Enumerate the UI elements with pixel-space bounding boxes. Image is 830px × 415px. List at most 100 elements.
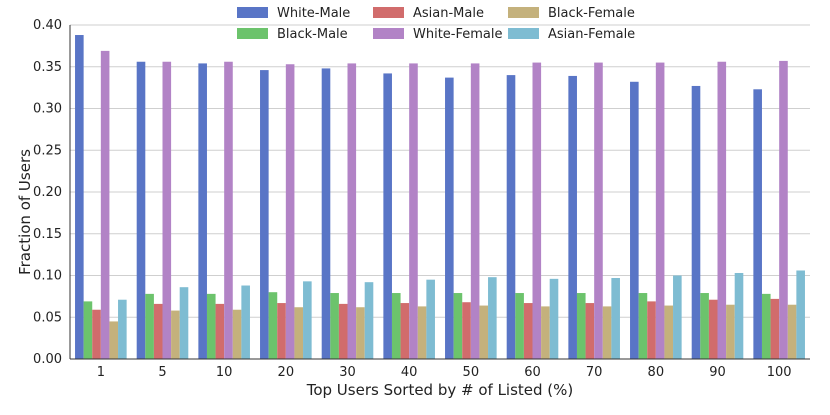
legend: White-Male Black-Male Asian-Male White-Fema… [237, 6, 635, 42]
y-tick-label: 0.40 [33, 18, 62, 33]
bar-white-female-30 [347, 63, 357, 359]
axes [69, 25, 810, 360]
bar-white-female-50 [470, 63, 480, 359]
x-tick-label: 60 [524, 365, 541, 380]
bar-white-male-50 [445, 77, 454, 359]
legend-swatch [237, 28, 268, 39]
bar-black-male-10 [206, 293, 216, 359]
y-tick-label: 0.25 [33, 143, 62, 158]
bar-asian-female-30 [364, 282, 374, 359]
bar-black-female-100 [787, 304, 797, 359]
x-tick-label: 1 [97, 365, 105, 380]
legend-swatch [237, 7, 268, 18]
legend-label: Asian-Male [413, 6, 484, 21]
bar-white-female-90 [717, 61, 727, 360]
bar-asian-female-70 [611, 278, 620, 359]
bar-black-female-80 [664, 305, 674, 359]
legend-swatch [373, 28, 404, 39]
bar-black-female-50 [479, 305, 489, 359]
bar-asian-male-40 [400, 303, 410, 359]
bar-black-female-1 [109, 321, 119, 359]
bar-black-male-40 [391, 293, 401, 359]
y-tick-label: 0.20 [33, 185, 62, 200]
legend-label: Black-Male [277, 27, 348, 42]
legend-label: Black-Female [548, 6, 635, 21]
bar-asian-male-70 [585, 303, 595, 359]
bar-black-male-70 [576, 293, 586, 359]
bar-asian-male-10 [215, 303, 225, 359]
bar-black-female-5 [171, 310, 180, 359]
legend-label: Asian-Female [548, 27, 635, 42]
y-tick-label: 0.30 [33, 102, 62, 117]
bar-asian-female-5 [179, 287, 189, 359]
bar-white-female-20 [285, 64, 295, 360]
bar-asian-male-50 [462, 302, 471, 359]
x-axis-label: Top Users Sorted by # of Listed (%) [306, 381, 574, 399]
bar-white-male-90 [691, 85, 701, 359]
bar-black-male-1 [83, 301, 93, 359]
x-tick-label: 10 [216, 365, 233, 380]
bar-white-female-10 [224, 61, 233, 360]
x-tick-label: 80 [648, 365, 665, 380]
bar-asian-male-1 [92, 309, 101, 359]
bar-black-male-30 [330, 293, 339, 359]
bar-black-male-60 [515, 293, 524, 359]
bar-black-male-100 [761, 293, 771, 359]
x-tick-label: 100 [767, 365, 792, 380]
y-tick-label: 0.05 [33, 310, 62, 325]
bars [75, 35, 805, 360]
bar-asian-male-60 [523, 303, 533, 359]
bar-white-male-5 [136, 61, 146, 360]
legend-label: White-Male [277, 6, 350, 21]
bar-asian-female-10 [241, 285, 250, 359]
bar-black-female-30 [356, 307, 365, 359]
bar-asian-female-20 [303, 281, 312, 359]
bar-asian-female-90 [734, 272, 744, 359]
x-tick-label: 90 [709, 365, 726, 380]
x-tick-label: 30 [339, 365, 356, 380]
x-tick-label: 20 [278, 365, 295, 380]
bar-black-male-80 [638, 293, 648, 359]
bar-white-male-30 [321, 68, 331, 360]
bar-asian-male-30 [338, 303, 348, 359]
legend-swatch [373, 7, 404, 18]
bar-white-female-80 [655, 62, 665, 359]
x-tick-labels: 1 5 10 20 30 40 50 60 70 80 90 100 [97, 365, 792, 380]
bar-white-male-80 [630, 81, 639, 359]
bar-black-male-90 [700, 293, 709, 359]
x-tick-label: 40 [401, 365, 418, 380]
x-tick-label: 70 [586, 365, 603, 380]
bar-black-male-50 [453, 293, 463, 359]
bar-asian-male-100 [770, 298, 780, 359]
y-tick-labels: 0.00 0.05 0.10 0.15 0.20 0.25 0.30 0.35 0.40 [33, 18, 62, 367]
bar-black-female-70 [602, 306, 612, 359]
y-tick-label: 0.35 [33, 60, 62, 75]
legend-swatch [508, 7, 539, 18]
x-tick-label: 5 [158, 365, 166, 380]
bar-asian-female-100 [796, 270, 805, 359]
bar-black-male-20 [268, 292, 278, 359]
bar-asian-male-20 [277, 303, 286, 359]
y-tick-label: 0.15 [33, 227, 62, 242]
bar-white-male-10 [198, 63, 207, 359]
bar-asian-female-50 [488, 277, 497, 359]
bar-black-male-5 [145, 293, 154, 359]
bar-black-female-90 [726, 304, 735, 359]
bar-asian-female-80 [673, 275, 682, 359]
bar-white-male-20 [260, 70, 269, 359]
bar-black-female-10 [232, 309, 242, 359]
grid [70, 24, 810, 360]
bar-white-male-70 [568, 75, 577, 359]
bar-white-female-70 [594, 62, 603, 359]
y-axis-label: Fraction of Users [16, 149, 34, 275]
bar-white-female-60 [532, 62, 542, 359]
bar-white-male-40 [383, 73, 392, 360]
bar-asian-female-40 [426, 279, 435, 359]
bar-asian-female-1 [118, 299, 127, 359]
bar-asian-male-90 [708, 299, 718, 359]
legend-label: White-Female [413, 27, 503, 42]
bar-asian-male-80 [647, 301, 656, 359]
bar-asian-male-5 [153, 303, 163, 359]
bar-black-female-20 [294, 307, 304, 359]
